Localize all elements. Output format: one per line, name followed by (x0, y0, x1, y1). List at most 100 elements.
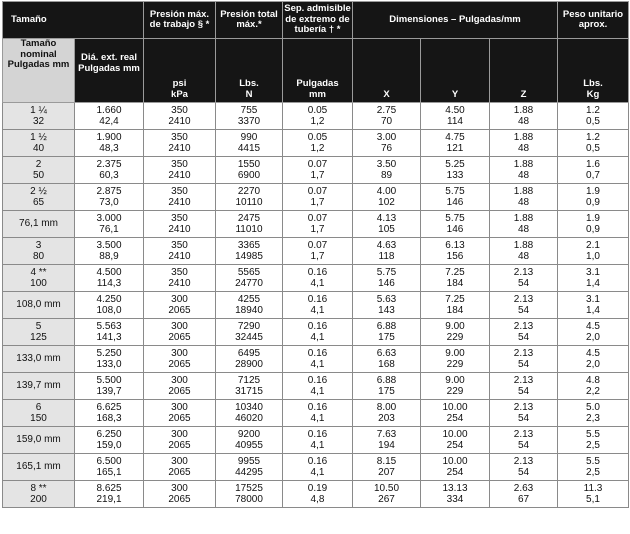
cell-separacion-line-2: 1,2 (310, 116, 325, 127)
cell-dim-y-line-1: 13.13 (442, 482, 468, 494)
cell-presion-total-line-2: 14985 (235, 251, 263, 262)
cell-presion-total: 4255 18940 (215, 291, 283, 319)
cell-dim-y-line-2: 121 (446, 143, 464, 154)
cell-dim-x: 6.88 175 (352, 372, 421, 400)
cell-separacion-line-2: 1,7 (310, 197, 325, 208)
cell-dim-y-line-2: 146 (446, 197, 464, 208)
cell-separacion: 0.16 4,1 (282, 345, 353, 373)
cell-peso-line-1: 1.9 (586, 185, 600, 197)
header-x: X (352, 38, 421, 103)
cell-dia-ext-line-1: 3.500 (96, 239, 122, 251)
cell-separacion: 0.07 1,7 (282, 183, 353, 211)
cell-dim-x-line-1: 4.00 (376, 185, 397, 197)
cell-separacion-line-1: 0.05 (307, 131, 328, 143)
cell-presion-total-line-2: 44295 (235, 467, 263, 478)
cell-dim-z-line-2: 48 (517, 251, 530, 262)
cell-tamano-line-1: 5 (35, 320, 42, 332)
cell-presion-total-line-2: 46020 (235, 413, 263, 424)
cell-presion-max: 300 2065 (143, 318, 216, 346)
cell-dim-x-line-1: 4.13 (376, 212, 397, 224)
cell-dim-x-line-2: 143 (378, 305, 395, 316)
cell-dim-x: 6.88 175 (352, 318, 421, 346)
cell-peso-line-2: 1,4 (586, 305, 600, 316)
cell-dim-z: 2.13 54 (489, 318, 558, 346)
cell-tamano: 2 50 (2, 156, 75, 184)
cell-dim-x-line-2: 146 (378, 278, 395, 289)
table-row: 1 ¼ 32 1.660 42,4 350 2410 755 3370 0.05 1,2 2.75 7… (2, 102, 629, 130)
cell-tamano: 6 150 (2, 399, 75, 427)
cell-dim-z: 2.13 54 (489, 372, 558, 400)
cell-dim-y-line-1: 9.00 (445, 320, 465, 332)
cell-dim-y: 9.00 229 (420, 318, 490, 346)
cell-presion-total-line-2: 3370 (237, 116, 261, 127)
cell-separacion: 0.19 4,8 (282, 480, 353, 508)
cell-presion-total: 2475 11010 (215, 210, 283, 238)
cell-dim-y-line-1: 7.25 (445, 293, 465, 305)
cell-dim-y-line-1: 7.25 (445, 266, 465, 278)
cell-tamano-line-2: 125 (30, 332, 47, 343)
cell-peso: 5.5 2,5 (557, 426, 629, 454)
cell-dim-y: 4.50 114 (420, 102, 490, 130)
cell-tamano-line-1: 6 (35, 401, 42, 413)
cell-presion-max: 350 2410 (143, 237, 216, 265)
cell-separacion: 0.16 4,1 (282, 318, 353, 346)
cell-peso-line-2: 0,5 (586, 116, 600, 127)
cell-separacion-line-1: 0.05 (307, 104, 328, 116)
cell-peso-line-2: 1,0 (586, 251, 600, 262)
cell-separacion-line-1: 0.07 (307, 212, 328, 224)
header-z: Z (489, 38, 558, 103)
cell-dia-ext: 3.500 88,9 (74, 237, 144, 265)
cell-dim-x-line-2: 118 (378, 251, 395, 262)
cell-presion-max-line-1: 350 (171, 185, 188, 197)
cell-presion-max-line-1: 350 (171, 212, 188, 224)
cell-presion-max-line-2: 2065 (168, 359, 191, 370)
cell-presion-total: 7125 31715 (215, 372, 283, 400)
cell-presion-total-line-1: 17525 (235, 482, 263, 494)
cell-separacion-line-2: 1,7 (310, 224, 325, 235)
cell-tamano-line-1: 133,0 mm (16, 353, 61, 365)
cell-dim-x: 10.50 267 (352, 480, 421, 508)
table-row: 8 ** 200 8.625 219,1 300 2065 17525 78000 0.19 4,… (2, 480, 629, 508)
cell-presion-max-line-2: 2410 (168, 251, 191, 262)
cell-dim-x-line-2: 89 (380, 170, 393, 181)
cell-presion-total: 6495 28900 (215, 345, 283, 373)
cell-dia-ext-line-1: 1.900 (96, 131, 122, 143)
cell-dia-ext: 6.625 168,3 (74, 399, 144, 427)
cell-tamano-line-1: 3 (35, 239, 42, 251)
cell-dim-z-line-2: 48 (517, 116, 530, 127)
cell-tamano-line-2: 200 (30, 494, 47, 505)
cell-tamano-line-2: 65 (32, 197, 45, 208)
cell-separacion: 0.16 4,1 (282, 291, 353, 319)
cell-dim-y-line-1: 5.75 (445, 185, 465, 197)
cell-separacion-line-1: 0.16 (307, 428, 328, 440)
cell-tamano-line-1: 159,0 mm (16, 434, 61, 446)
cell-dim-z-line-1: 2.13 (513, 401, 534, 413)
cell-separacion: 0.05 1,2 (282, 129, 353, 157)
cell-presion-max-line-1: 300 (171, 455, 188, 467)
cell-presion-max-line-2: 2410 (168, 170, 191, 181)
cell-dim-x-line-1: 7.63 (376, 428, 397, 440)
cell-dim-z: 1.88 48 (489, 237, 558, 265)
header-tamano: Tamaño (2, 1, 144, 39)
cell-dim-z: 1.88 48 (489, 156, 558, 184)
cell-dim-z-line-1: 1.88 (513, 185, 534, 197)
cell-dim-y-line-2: 114 (447, 116, 463, 127)
cell-dim-y: 9.00 229 (420, 372, 490, 400)
table-row: 5 125 5.563 141,3 300 2065 7290 32445 0.16 4,1 6.8… (2, 318, 629, 346)
table-row: 133,0 mm 5.250 133,0 300 2065 6495 28900 0.16 4,… (2, 345, 629, 373)
cell-peso-line-1: 4.5 (586, 320, 600, 332)
cell-dim-y: 10.00 254 (420, 453, 490, 481)
cell-dim-z-line-1: 1.88 (513, 239, 534, 251)
table-row: 76,1 mm 3.000 76,1 350 2410 2475 11010 0.07 1,7 4… (2, 210, 629, 238)
cell-dim-z-line-2: 54 (517, 305, 530, 316)
cell-peso-line-2: 2,0 (586, 359, 600, 370)
cell-dia-ext: 5.250 133,0 (74, 345, 144, 373)
cell-peso-line-1: 2.1 (586, 239, 600, 251)
cell-dim-x-line-2: 70 (380, 116, 393, 127)
cell-presion-max-line-2: 2065 (168, 332, 191, 343)
cell-dia-ext: 3.000 76,1 (74, 210, 144, 238)
cell-presion-total: 5565 24770 (215, 264, 283, 292)
cell-separacion-line-2: 4,1 (310, 467, 325, 478)
cell-tamano-line-2: 80 (32, 251, 45, 262)
cell-peso-line-2: 0,9 (586, 224, 600, 235)
